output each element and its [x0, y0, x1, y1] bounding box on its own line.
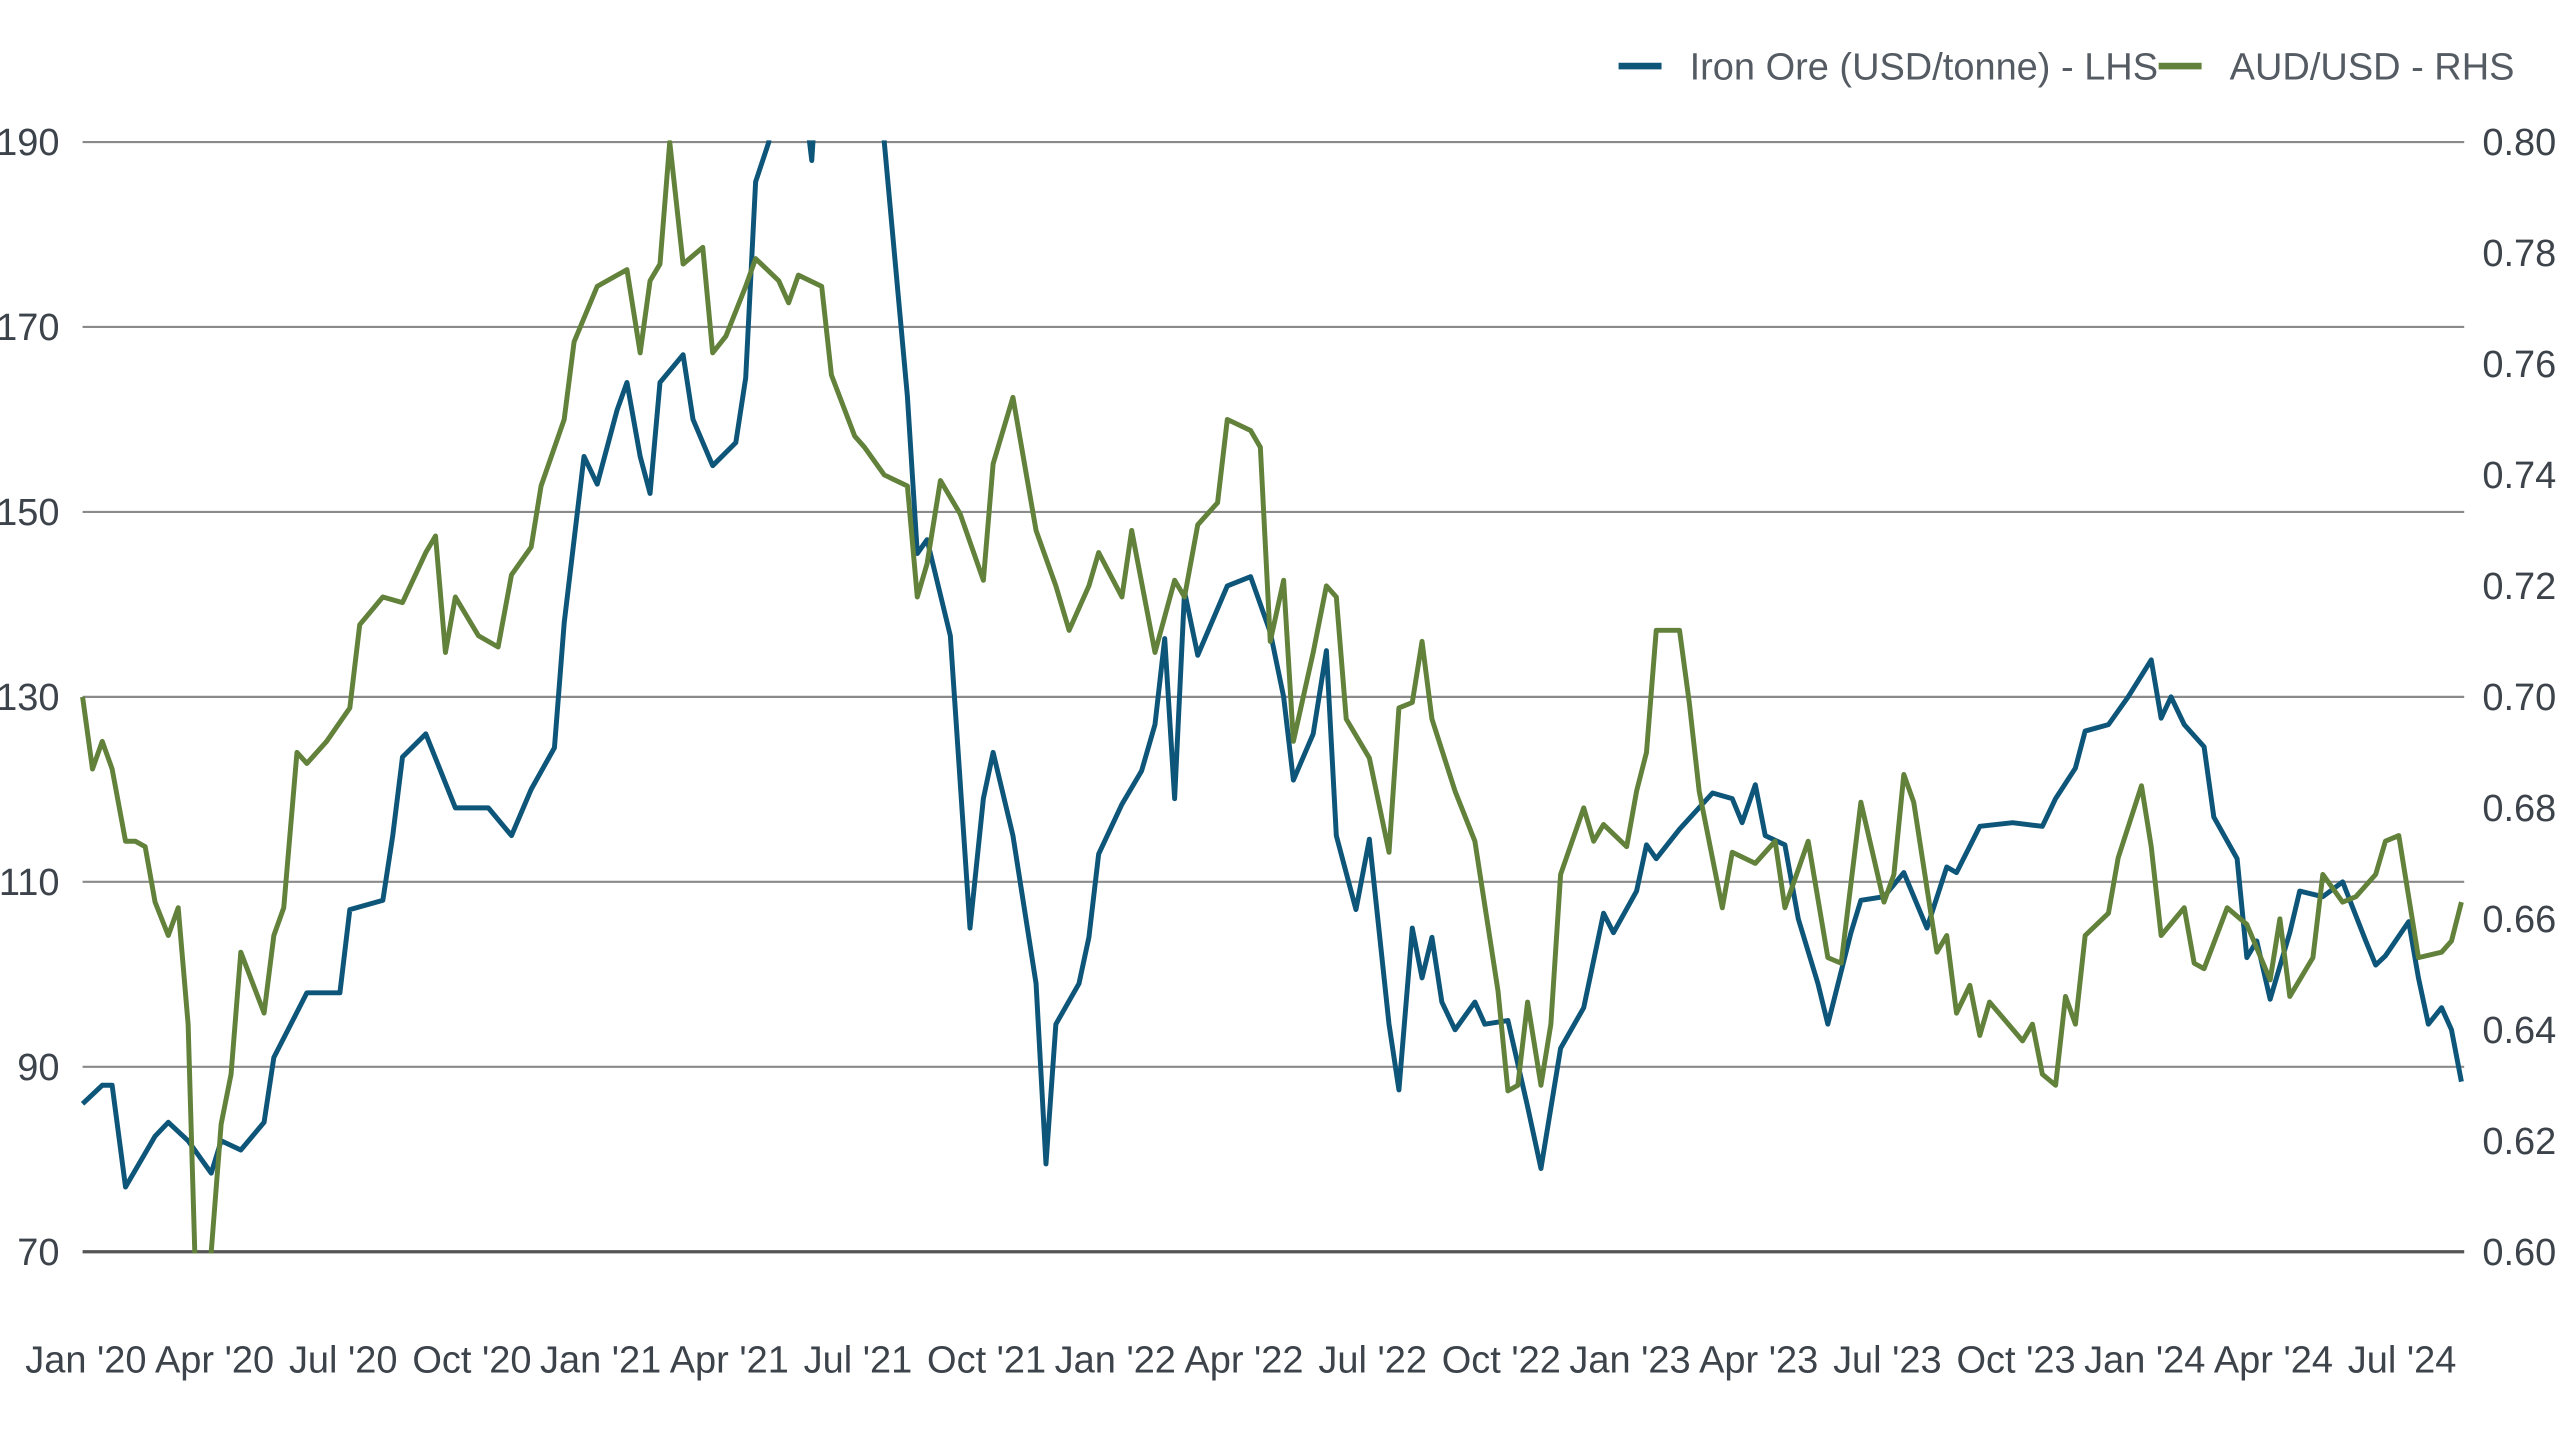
right-y-tick-label: 0.80	[2482, 122, 2556, 164]
iron-ore-series-line	[80, 140, 2464, 1190]
x-tick-label: Apr '20	[155, 1339, 274, 1381]
x-tick-label: Jan '21	[540, 1339, 661, 1381]
legend-label: Iron Ore (USD/tonne) - LHS	[1690, 46, 2158, 88]
x-axis: Jan '20 Apr '20 Jul '20 Oct '20 Jan '21 Apr '…	[25, 1339, 2456, 1381]
right-y-tick-label: 0.68	[2482, 788, 2556, 830]
x-tick-label: Oct '21	[927, 1339, 1046, 1381]
x-tick-label: Jul '24	[2348, 1339, 2457, 1381]
x-tick-label: Oct '22	[1442, 1339, 1561, 1381]
x-tick-label: Jul '21	[804, 1339, 913, 1381]
x-tick-label: Apr '23	[1699, 1339, 1818, 1381]
left-y-tick-label: 90	[17, 1047, 59, 1089]
x-tick-label: Apr '24	[2214, 1339, 2333, 1381]
x-tick-label: Apr '21	[670, 1339, 789, 1381]
legend: Iron Ore (USD/tonne) - LHS AUD/USD - RHS	[1618, 46, 2515, 88]
plot-area	[80, 140, 2464, 1254]
x-tick-label: Jan '23	[1569, 1339, 1690, 1381]
x-tick-label: Jan '24	[2084, 1339, 2205, 1381]
legend-label: AUD/USD - RHS	[2230, 46, 2515, 88]
left-y-axis: 70 90 110 130 150 170 190	[0, 122, 59, 1274]
x-tick-label: Jul '20	[289, 1339, 398, 1381]
right-y-axis: 0.60 0.62 0.64 0.66 0.68 0.70 0.72 0.74 0.76 0.78…	[2482, 122, 2556, 1274]
right-y-tick-label: 0.72	[2482, 566, 2556, 608]
left-y-tick-label: 70	[17, 1232, 59, 1274]
audusd-series-line	[80, 140, 2464, 1254]
right-y-tick-label: 0.66	[2482, 899, 2556, 941]
left-y-tick-label: 170	[0, 307, 59, 349]
right-y-tick-label: 0.78	[2482, 233, 2556, 275]
x-tick-label: Jul '22	[1318, 1339, 1427, 1381]
left-y-tick-label: 150	[0, 492, 59, 534]
right-y-tick-label: 0.62	[2482, 1121, 2556, 1163]
right-y-tick-label: 0.74	[2482, 455, 2556, 497]
left-y-tick-label: 110	[0, 862, 59, 904]
x-tick-label: Jan '20	[25, 1339, 146, 1381]
x-tick-label: Jul '23	[1833, 1339, 1942, 1381]
left-y-tick-label: 130	[0, 677, 59, 719]
x-tick-label: Oct '20	[412, 1339, 531, 1381]
x-tick-label: Apr '22	[1184, 1339, 1303, 1381]
x-tick-label: Oct '23	[1956, 1339, 2075, 1381]
right-y-tick-label: 0.70	[2482, 677, 2556, 719]
right-y-tick-label: 0.64	[2482, 1010, 2556, 1052]
left-y-tick-label: 190	[0, 122, 59, 164]
right-y-tick-label: 0.60	[2482, 1232, 2556, 1274]
x-tick-label: Jan '22	[1055, 1339, 1176, 1381]
gridlines	[82, 140, 2465, 1254]
right-y-tick-label: 0.76	[2482, 344, 2556, 386]
